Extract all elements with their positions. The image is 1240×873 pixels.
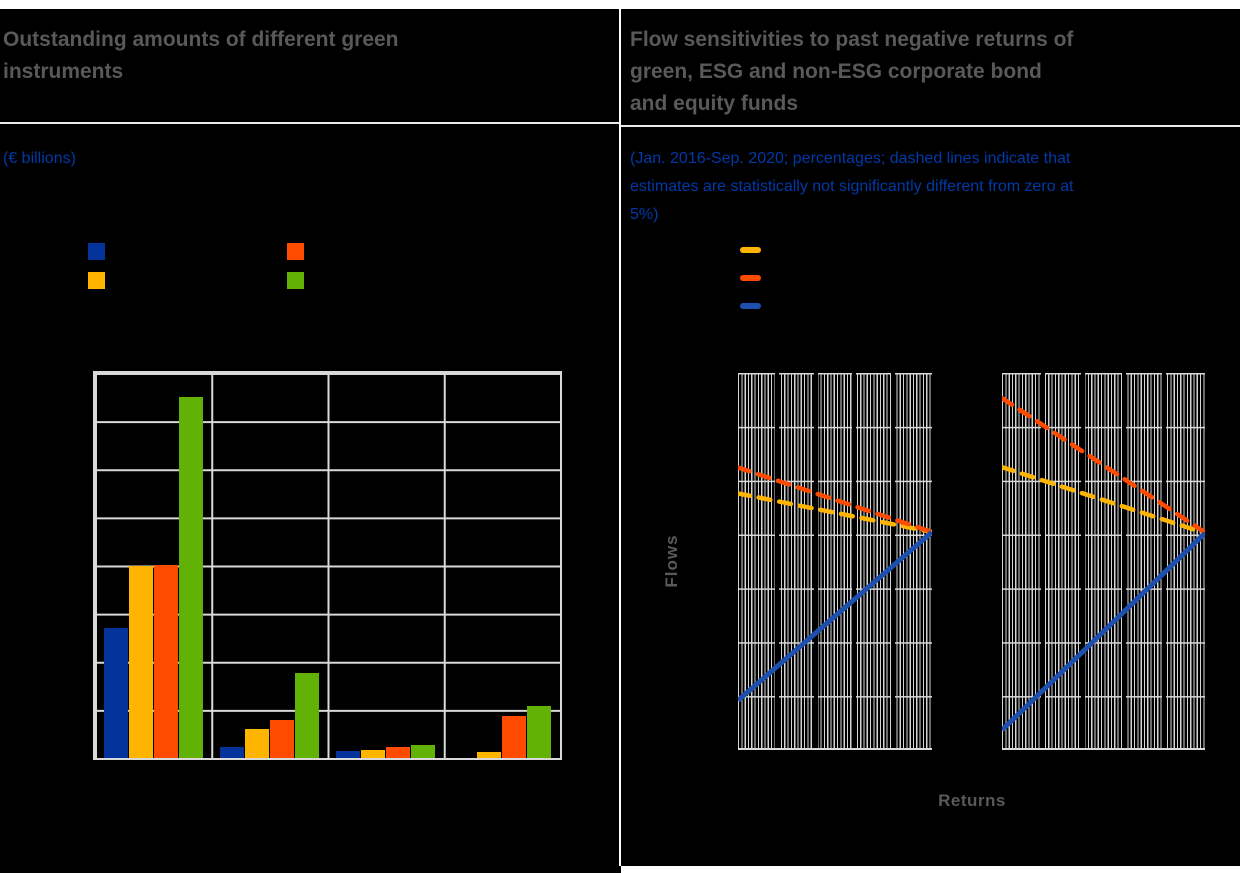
left-chart-panel: Outstanding amounts of different green i… [0,0,619,873]
panel-section-gap [1121,373,1126,748]
line-blue-solid [738,530,932,703]
panel-section-gap [813,373,818,748]
left-legend [88,243,486,289]
series-yellow-bar [361,750,386,758]
panel-left-bond-funds-lines [738,465,932,703]
bar-group-1 [95,373,211,758]
right-chart-title: Flow sensitivities to past negative retu… [630,28,1074,115]
panel-section-gap [1040,373,1045,748]
right-chart-subtitle: (Jan. 2016-Sep. 2020; percentages; dashe… [630,150,1074,223]
panel-section-gap [1162,373,1167,748]
bar-chart-plot [95,373,560,758]
legend-swatch-orange [287,243,304,260]
legend-swatch-green [287,272,304,289]
returns-axis-label: Returns [938,791,1006,810]
bar-group-3 [328,373,444,758]
left-chart-title: Outstanding amounts of different green i… [3,28,399,83]
panel-right-equity-funds-lines [1002,395,1205,732]
legend-dash-blue [740,303,761,309]
line-yellow-dashed [1002,464,1205,536]
line-blue-solid [1002,531,1205,732]
legend-swatch-yellow [88,272,105,289]
panel-section-gap [852,373,857,748]
series-yellow-bar [477,752,502,758]
series-blue-bar [103,628,128,758]
sensitivity-panel-left [738,373,932,750]
legend-dash-orange [740,275,761,281]
bar-group-4 [444,373,560,758]
series-orange-bar [153,565,178,758]
bar-chart-frame [93,371,562,760]
panel-section-gap [774,373,779,748]
series-yellow-bar [128,566,153,758]
right-chart-panel: Flow sensitivities to past negative retu… [621,0,1240,873]
right-legend [740,247,761,309]
series-orange-bar [386,747,411,758]
series-orange-bar [269,720,294,758]
flows-axis-label: Flows [662,534,681,588]
series-yellow-bar [244,729,269,758]
line-yellow-dashed [738,491,932,535]
panel-section-gap [891,373,896,748]
left-chart-subtitle: (€ billions) [3,150,76,167]
series-green-bar [294,673,319,758]
series-green-bar [411,745,436,758]
series-green-bar [178,397,203,758]
right-title-rule [621,125,1240,127]
bottom-page-margin [621,866,1240,873]
series-blue-bar [336,751,361,758]
series-green-bar [527,706,552,758]
panel-divider-line [619,9,621,866]
legend-swatch-blue [88,243,105,260]
line-orange-dashed [738,465,932,535]
sensitivity-panel-right [1002,373,1205,750]
legend-dash-yellow [740,247,761,253]
top-page-margin [0,0,1240,9]
line-orange-dashed [1002,395,1205,535]
series-orange-bar [502,716,527,758]
left-title-rule [0,122,619,124]
panel-section-gap [1081,373,1086,748]
series-blue-bar [219,747,244,758]
bar-group-2 [211,373,327,758]
